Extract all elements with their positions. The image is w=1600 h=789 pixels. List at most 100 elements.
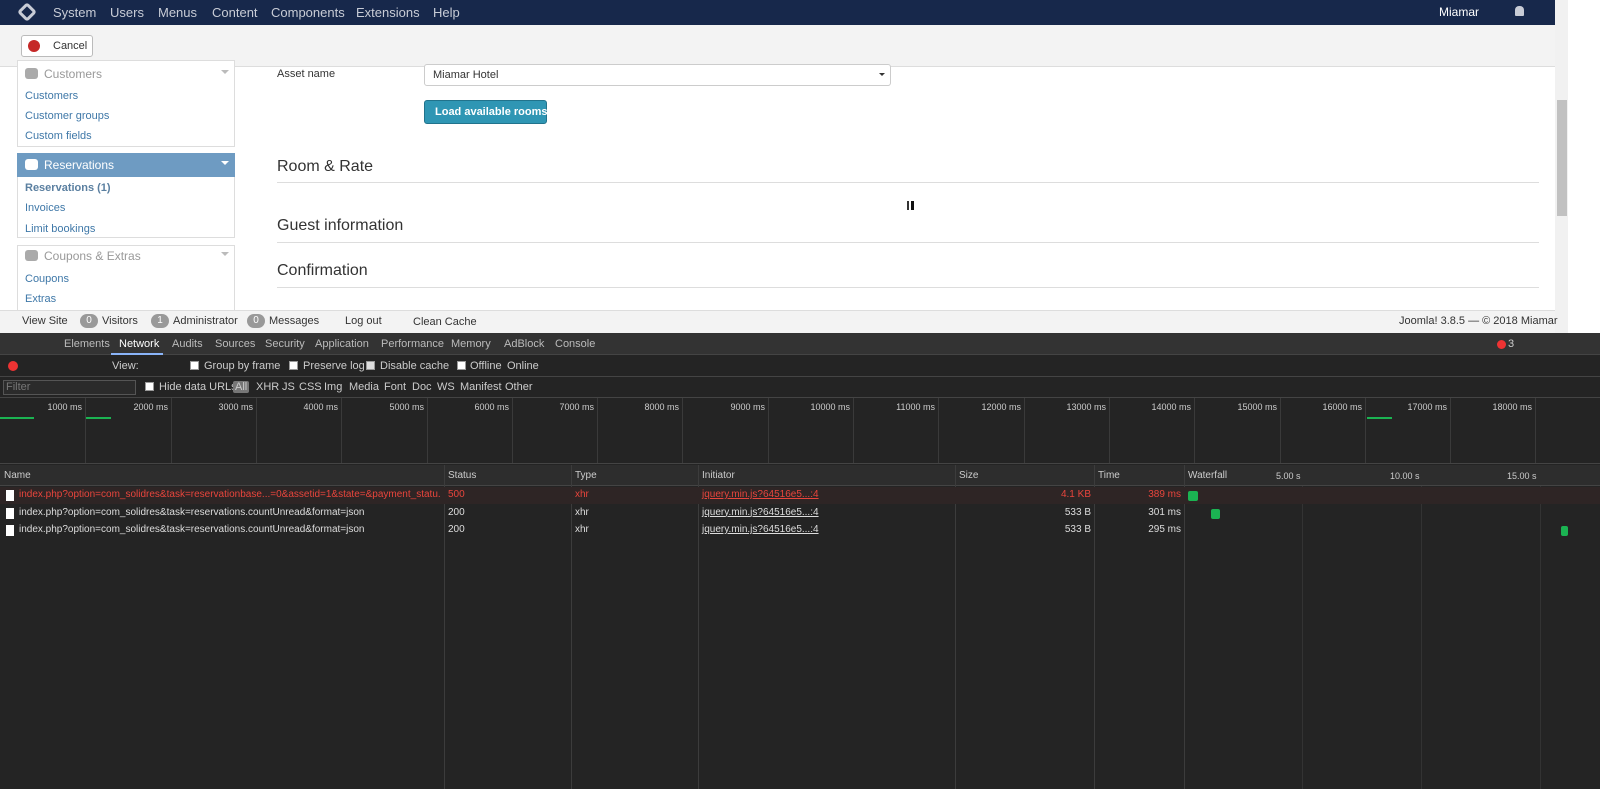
overview-bar <box>0 417 34 419</box>
sidebar-link[interactable]: Custom fields <box>25 130 92 142</box>
timeline-tick: 4000 ms <box>281 402 338 412</box>
sidebar-header[interactable]: Reservations <box>17 153 235 177</box>
loader <box>907 201 914 210</box>
checkbox[interactable] <box>457 361 466 370</box>
nav-item[interactable]: Help <box>433 5 460 20</box>
devtools-tab[interactable]: Sources <box>215 338 255 350</box>
logout[interactable]: Log out <box>345 315 382 327</box>
nav-item[interactable]: Users <box>110 5 144 20</box>
sidebar-link[interactable]: Customers <box>25 90 78 102</box>
timeline-tick: 17000 ms <box>1390 402 1447 412</box>
nav-item[interactable]: Content <box>212 5 258 20</box>
file-icon <box>6 490 14 501</box>
badge-label[interactable]: Administrator <box>173 315 238 327</box>
devtools-tab[interactable]: Elements <box>64 338 110 350</box>
cell[interactable]: jquery.min.js?64516e5...:4 <box>702 489 819 500</box>
sidebar-header[interactable]: Coupons & Extras <box>17 248 235 266</box>
filter-type[interactable]: JS <box>282 381 295 393</box>
timeline-line <box>768 398 769 463</box>
filter-type[interactable]: Img <box>324 381 342 393</box>
file-icon <box>6 508 14 519</box>
filter-type[interactable]: Manifest <box>460 381 502 393</box>
filter-type[interactable]: XHR <box>256 381 279 393</box>
section-heading: Confirmation <box>277 262 368 280</box>
cell[interactable]: jquery.min.js?64516e5...:4 <box>702 507 819 518</box>
sidebar-link[interactable]: Reservations (1) <box>25 182 111 194</box>
timeline-tick: 11000 ms <box>878 402 935 412</box>
sidebar-icon <box>25 250 38 261</box>
load-button[interactable]: Load available rooms <box>424 100 547 124</box>
sidebar-icon <box>25 159 38 170</box>
nav-item[interactable]: Menus <box>158 5 197 20</box>
column-header[interactable]: Waterfall <box>1188 470 1227 481</box>
filter-type[interactable]: Font <box>384 381 406 393</box>
cell[interactable]: index.php?option=com_solidres&task=reser… <box>19 524 364 535</box>
cell[interactable]: index.php?option=com_solidres&task=reser… <box>19 489 441 500</box>
devtools-tab[interactable]: Console <box>555 338 595 350</box>
devtools-tab[interactable]: Security <box>265 338 305 350</box>
checkbox[interactable] <box>289 361 298 370</box>
devtools-tab[interactable]: Memory <box>451 338 491 350</box>
sidebar-title: Coupons & Extras <box>44 249 141 263</box>
throttle[interactable]: Online <box>507 360 539 372</box>
cancel-label: Cancel <box>53 40 87 52</box>
checkbox[interactable] <box>145 382 154 391</box>
filter-type[interactable]: Media <box>349 381 379 393</box>
sidebar-header[interactable]: Customers <box>17 66 235 84</box>
column-header[interactable]: Name <box>4 470 31 481</box>
waterfall-divider <box>1421 486 1422 789</box>
timeline-tick: 8000 ms <box>622 402 679 412</box>
user-icon[interactable] <box>1515 6 1524 16</box>
timeline-line <box>512 398 513 463</box>
column-divider <box>571 465 572 789</box>
load-label: Load available rooms <box>435 106 547 118</box>
filter-type[interactable]: All <box>233 381 249 393</box>
sidebar-link[interactable]: Limit bookings <box>25 223 95 235</box>
overview-bar <box>1367 417 1392 419</box>
filter-type[interactable]: CSS <box>299 381 322 393</box>
timeline-line <box>597 398 598 463</box>
hide-data-urls: Hide data URLs <box>159 381 237 393</box>
view-site[interactable]: View Site <box>22 315 68 327</box>
filter-type[interactable]: WS <box>437 381 455 393</box>
sidebar-link[interactable]: Coupons <box>25 273 69 285</box>
nav-item[interactable]: Extensions <box>356 5 420 20</box>
waterfall-tick: 5.00 s <box>1276 471 1301 481</box>
checkbox[interactable] <box>366 361 375 370</box>
option-label: Preserve log <box>303 360 365 372</box>
overview-border <box>0 463 1600 464</box>
waterfall-tick: 10.00 s <box>1390 471 1420 481</box>
cancel-button[interactable]: Cancel <box>21 35 93 57</box>
badge-label[interactable]: Messages <box>269 315 319 327</box>
nav-item[interactable]: System <box>53 5 96 20</box>
devtools-tab[interactable]: Network <box>119 338 159 350</box>
devtools-tab[interactable]: Application <box>315 338 369 350</box>
section-rule <box>277 182 1539 183</box>
cell[interactable]: index.php?option=com_solidres&task=reser… <box>19 507 364 518</box>
user-menu[interactable]: Miamar <box>1439 5 1479 19</box>
cell: 389 ms <box>1031 489 1181 500</box>
badge-label[interactable]: Visitors <box>102 315 138 327</box>
sidebar-link[interactable]: Customer groups <box>25 110 109 122</box>
sidebar-link[interactable]: Extras <box>25 293 56 305</box>
record[interactable] <box>8 361 18 371</box>
devtools-tab[interactable]: AdBlock <box>504 338 544 350</box>
timeline-tick: 3000 ms <box>196 402 253 412</box>
checkbox[interactable] <box>190 361 199 370</box>
nav-item[interactable]: Components <box>271 5 345 20</box>
column-header[interactable]: Time <box>1098 470 1120 481</box>
view-label: View: <box>112 360 139 372</box>
devtools-tab[interactable]: Audits <box>172 338 203 350</box>
column-header[interactable]: Initiator <box>702 470 735 481</box>
cell[interactable]: jquery.min.js?64516e5...:4 <box>702 524 819 535</box>
clean-cache[interactable]: Clean Cache <box>413 316 477 328</box>
column-header[interactable]: Type <box>575 470 597 481</box>
column-header[interactable]: Status <box>448 470 476 481</box>
column-header[interactable]: Size <box>959 470 978 481</box>
filter-type[interactable]: Other <box>505 381 533 393</box>
filter-type[interactable]: Doc <box>412 381 432 393</box>
asset-select[interactable]: Miamar Hotel <box>424 64 891 86</box>
section-rule <box>277 287 1539 288</box>
sidebar-link[interactable]: Invoices <box>25 202 65 214</box>
devtools-tab[interactable]: Performance <box>381 338 444 350</box>
